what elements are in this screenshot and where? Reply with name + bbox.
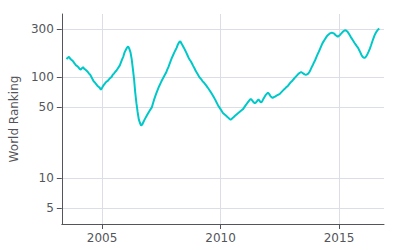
svg-text:World Ranking: World Ranking [7, 76, 21, 163]
svg-text:100: 100 [31, 70, 54, 84]
svg-text:300: 300 [31, 22, 54, 36]
svg-text:50: 50 [39, 100, 54, 114]
svg-text:2015: 2015 [324, 231, 355, 245]
svg-text:10: 10 [39, 171, 54, 185]
svg-text:2010: 2010 [205, 231, 236, 245]
svg-text:5: 5 [46, 201, 54, 215]
svg-text:2005: 2005 [87, 231, 118, 245]
